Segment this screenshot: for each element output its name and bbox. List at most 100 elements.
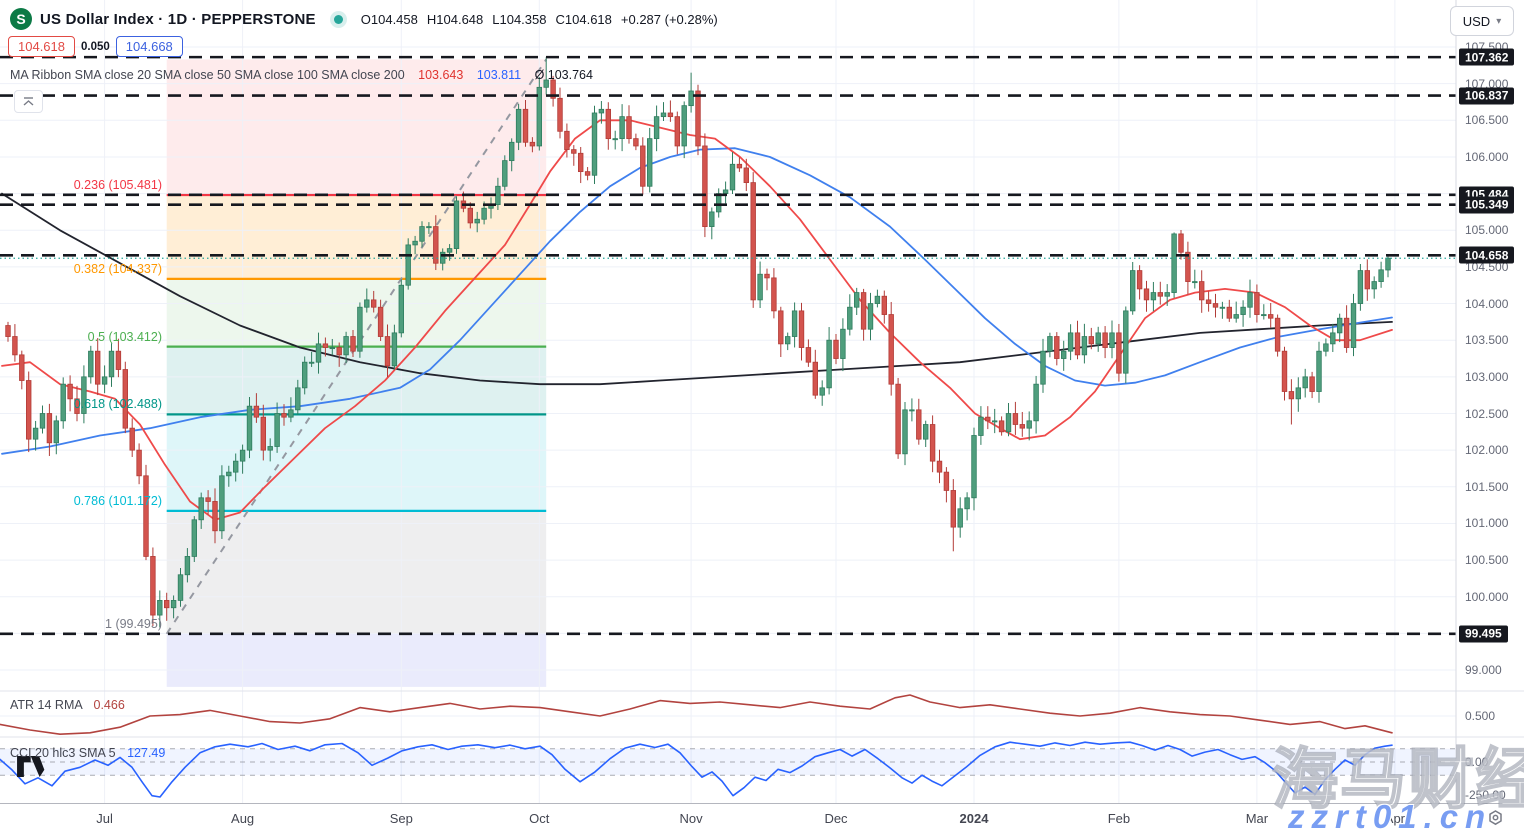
candle — [1047, 336, 1053, 352]
candle — [598, 108, 605, 114]
candle — [522, 108, 529, 143]
candle — [936, 460, 943, 473]
candle — [998, 420, 1005, 433]
candle — [329, 347, 335, 350]
candle — [847, 306, 853, 330]
candle — [722, 189, 729, 194]
fib-label: 0.5 (103.412) — [87, 329, 162, 344]
candle — [1088, 336, 1094, 345]
candle — [1281, 350, 1288, 392]
symbol-title[interactable]: US Dollar Index · 1D · PEPPERSTONE — [40, 10, 316, 28]
atr-legend[interactable]: ATR 14 RMA 0.466 — [10, 698, 125, 712]
candle — [1171, 233, 1177, 293]
candle — [239, 449, 246, 462]
cci-legend[interactable]: CCI 20 hlc3 SMA 5 127.49 — [10, 746, 165, 760]
currency-selector[interactable]: USD ▾ — [1450, 6, 1514, 36]
candle — [674, 116, 680, 147]
candle — [5, 325, 11, 337]
fib-label: 0.236 (105.481) — [73, 177, 162, 192]
candles-layer[interactable] — [5, 57, 1391, 628]
time-axis-label: Mar — [1245, 811, 1269, 826]
candle — [177, 574, 184, 601]
candle — [205, 497, 211, 502]
gear-icon[interactable] — [1487, 810, 1504, 832]
candle — [129, 427, 135, 451]
candle — [1357, 270, 1364, 304]
candle — [157, 600, 163, 616]
fib-trend-line[interactable] — [165, 58, 548, 635]
candle — [695, 90, 701, 147]
candle — [764, 273, 770, 279]
candle — [867, 303, 874, 330]
market-status-icon[interactable] — [333, 14, 343, 24]
candle — [557, 97, 563, 132]
collapse-pane-button[interactable] — [14, 90, 43, 113]
candle — [453, 200, 460, 249]
candle — [46, 413, 53, 444]
candle — [1199, 281, 1205, 301]
candle — [681, 105, 687, 147]
candle — [170, 600, 177, 609]
candle — [12, 336, 18, 356]
candle — [19, 354, 25, 381]
candle — [301, 361, 308, 389]
fib-label: 0.618 (102.488) — [73, 397, 162, 412]
candle — [81, 376, 87, 414]
cci-tick: 0.00 — [1465, 755, 1489, 769]
chevron-down-icon: ▾ — [1496, 15, 1502, 27]
candle — [950, 490, 956, 528]
symbol-logo[interactable]: S — [10, 8, 32, 30]
candle — [446, 248, 453, 253]
candle — [1295, 387, 1301, 400]
candle — [1240, 306, 1246, 315]
fib-label: 0.786 (101.172) — [73, 493, 162, 508]
candle — [419, 226, 425, 242]
candle — [612, 138, 618, 141]
open-value: O104.458 — [360, 11, 418, 27]
candle — [1040, 350, 1046, 385]
candle — [584, 171, 591, 176]
candle — [495, 185, 501, 205]
candle — [667, 112, 674, 118]
candle — [916, 409, 922, 440]
candle — [1323, 343, 1329, 352]
candle — [626, 116, 632, 140]
fib-level-lines[interactable] — [166, 193, 547, 512]
candle — [60, 383, 66, 422]
candle — [716, 193, 722, 213]
sell-button[interactable]: 104.618 — [8, 36, 75, 57]
cci-value: 127.49 — [127, 746, 166, 760]
candle — [647, 138, 653, 187]
price-tick: 102.000 — [1465, 443, 1509, 458]
ma-ribbon-average: Ø 103.764 — [534, 68, 593, 82]
candle — [902, 409, 908, 455]
price-level-lines[interactable] — [0, 55, 1456, 636]
candle — [1164, 292, 1170, 297]
buy-button[interactable]: 104.668 — [115, 36, 183, 57]
candle — [377, 306, 384, 337]
tradingview-logo-icon — [17, 756, 45, 778]
candle — [198, 497, 204, 521]
close-value: C104.618 — [555, 11, 612, 27]
candle — [1005, 413, 1012, 433]
candle — [1371, 281, 1377, 290]
price-tick: 106.000 — [1465, 149, 1509, 164]
currency-label: USD — [1462, 13, 1491, 29]
time-axis[interactable]: Jul Aug Sep Oct Nov Dec 2024 Feb Mar Apr — [0, 804, 1524, 835]
candle — [226, 471, 232, 477]
price-axis[interactable]: 107.500 107.000 106.500 106.000 105.000 104.5… — [1457, 0, 1524, 835]
ma-ribbon-legend[interactable]: MA Ribbon SMA close 20 SMA close 50 SMA … — [10, 68, 593, 82]
ma-ribbon-value-2: 103.811 — [476, 68, 522, 82]
candle — [1081, 336, 1088, 356]
candle — [439, 251, 446, 264]
candle — [274, 413, 280, 447]
candle — [1254, 292, 1260, 315]
candle — [1219, 306, 1226, 309]
tradingview-logo[interactable] — [16, 755, 50, 782]
candle — [1026, 420, 1032, 429]
candle — [757, 273, 763, 301]
candle — [350, 336, 356, 352]
cci-line — [0, 741, 1393, 798]
candle — [433, 226, 439, 264]
